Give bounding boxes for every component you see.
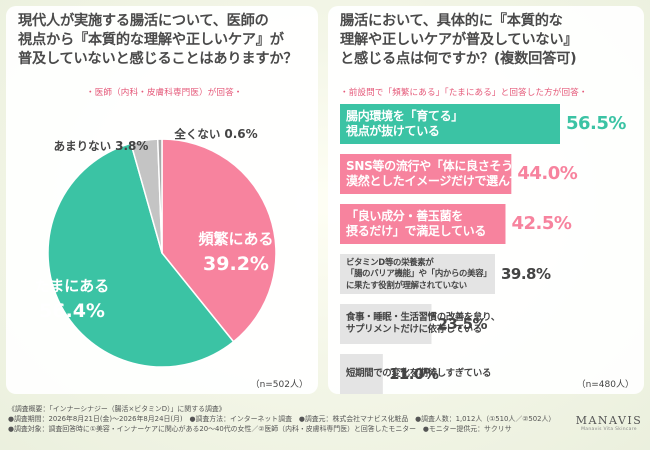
survey-title: 《調査概要：「インナーシナジー（腸活×ビタミンD）」に関する調査》 bbox=[8, 405, 226, 413]
bar-value-0: 56.5% bbox=[566, 113, 626, 134]
pie-chart-panel: 現代人が実施する腸活について、医師の 視点から『本質的な理解や正しいケア』が 普… bbox=[6, 6, 318, 394]
pie-chart: 頻繁にある 39.2% たまにある 56.4% あまりない 3.8% 全くない 0.6% bbox=[35, 127, 277, 368]
pie-slice-1 bbox=[47, 142, 235, 368]
bar-label-5: 短期間での変化を期待しすぎている bbox=[346, 367, 492, 379]
bar-value-3: 39.8% bbox=[500, 265, 551, 283]
bar-chart-sample-size: （n=480人） bbox=[576, 380, 634, 390]
pie-label-value-2: 3.8% bbox=[115, 139, 148, 153]
survey-footnote: 《調査概要：「インナーシナジー（腸活×ビタミンD）」に関する調査》 ●調査期間：… bbox=[8, 404, 568, 434]
brand-tagline: Manavis Vita Skincare bbox=[581, 427, 637, 432]
pie-label-name-1: たまにある bbox=[35, 277, 110, 295]
pie-label-value-0: 39.2% bbox=[203, 253, 269, 275]
pie-chart-sample-size: （n=502人） bbox=[250, 380, 308, 390]
bar-value-5: 11.0% bbox=[388, 365, 439, 383]
bar-3 bbox=[340, 254, 495, 294]
bar-value-4: 23.5% bbox=[437, 315, 488, 333]
pie-label-value-3: 0.6% bbox=[224, 127, 257, 141]
survey-period: ●調査期間：2026年8月21日(金)〜2026年8月24日(月) ●調査方法：… bbox=[8, 415, 556, 423]
pie-label-value-1: 56.4% bbox=[39, 300, 105, 322]
bar-chart-question: 腸活において、具体的に『本質的な 理解や正しいケアが普及していない』 と感じる点… bbox=[340, 13, 578, 67]
survey-target: ●調査対象：調査回答時に①美容・インナーケアに関心がある20〜40代の女性／②医… bbox=[8, 425, 512, 433]
pie-slice-0 bbox=[161, 138, 277, 343]
bar-chart-panel: 腸活において、具体的に『本質的な 理解や正しいケアが普及していない』 と感じる点… bbox=[328, 6, 644, 394]
bar-5 bbox=[340, 354, 383, 394]
pie-chart-question: 現代人が実施する腸活について、医師の 視点から『本質的な理解や正しいケア』が 普… bbox=[18, 13, 298, 67]
pie-label-2: あまりない 3.8% bbox=[54, 139, 149, 153]
bar-value-1: 44.0% bbox=[517, 163, 578, 184]
pie-chart-respondents: ・医師（内科・皮膚科専門医）が回答・ bbox=[86, 88, 243, 98]
pie-label-name-3: 全くない bbox=[173, 127, 224, 141]
bar-0 bbox=[340, 104, 560, 144]
bar-chart-respondents: ・前設問で「頻繁にある」「たまにある」と回答した方が回答・ bbox=[340, 88, 588, 98]
bar-label-0: 腸内環境を「育てる」 視点が抜けている bbox=[346, 109, 464, 138]
pie-label-name-0: 頻繁にある bbox=[198, 230, 273, 248]
bar-label-3: ビタミンD等の栄養素が 「腸のバリア機能」や「内からの美容」 に果たす役割が理解… bbox=[346, 256, 492, 290]
pie-label-name-2: あまりない bbox=[54, 139, 116, 153]
bar-label-1: SNS等の流行や「体に良さそう」という 漠然としたイメージだけで選んでいる bbox=[346, 159, 560, 188]
bar-label-4: 食事・睡眠・生活習慣の改善を怠り、 サプリメントだけに依存している bbox=[346, 311, 500, 335]
bar-label-2: 「良い成分・善玉菌を 摂るだけ」で満足している bbox=[346, 209, 487, 238]
bar-1 bbox=[340, 154, 512, 194]
bar-2 bbox=[340, 204, 506, 244]
bar-value-2: 42.5% bbox=[511, 213, 572, 234]
brand-logo: MANAVIS Manavis Vita Skincare bbox=[575, 414, 643, 432]
brand-name: MANAVIS bbox=[575, 414, 643, 427]
bar-4 bbox=[340, 304, 432, 344]
pie-label-3: 全くない 0.6% bbox=[173, 127, 257, 141]
pie-slice-3 bbox=[156, 138, 163, 254]
bar-chart bbox=[340, 104, 560, 394]
